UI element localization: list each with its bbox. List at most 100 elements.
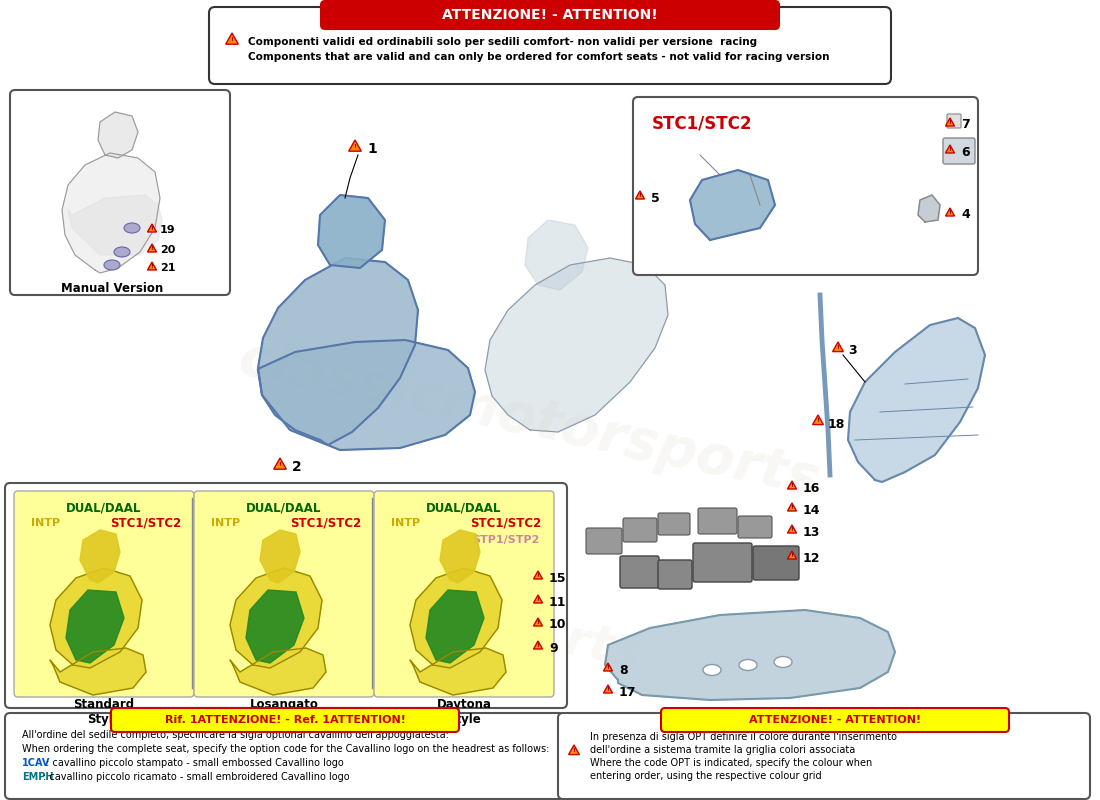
Polygon shape [230,648,326,695]
Text: ATTENZIONE! - ATTENTION!: ATTENZIONE! - ATTENTION! [442,8,658,22]
FancyBboxPatch shape [14,491,194,697]
Text: 11: 11 [549,595,566,609]
Text: !: ! [837,346,839,350]
Polygon shape [604,663,613,671]
Text: Losangato
Style: Losangato Style [250,698,318,726]
Text: classicmotorsports: classicmotorsports [234,332,826,508]
FancyBboxPatch shape [111,708,459,732]
Polygon shape [147,224,156,232]
Polygon shape [147,262,156,270]
Polygon shape [788,503,796,511]
Text: Daytona
Style: Daytona Style [437,698,492,726]
Text: !: ! [151,264,153,270]
Text: !: ! [537,620,539,626]
Text: 4: 4 [961,209,970,222]
Text: 1: 1 [367,142,376,156]
Polygon shape [534,641,542,649]
Text: ATTENZIONE! - ATTENTION!: ATTENZIONE! - ATTENTION! [749,715,921,725]
FancyBboxPatch shape [321,1,779,29]
Text: !: ! [639,194,641,198]
Polygon shape [66,590,124,663]
Text: 15: 15 [549,571,566,585]
FancyBboxPatch shape [620,556,659,588]
Text: !: ! [231,37,233,42]
FancyBboxPatch shape [194,491,374,697]
Text: INTP: INTP [32,518,60,528]
Text: STP1/STP2: STP1/STP2 [472,535,540,545]
Text: : cavallino piccolo ricamato - small embroidered Cavallino logo: : cavallino piccolo ricamato - small emb… [43,772,350,782]
Text: !: ! [606,687,609,692]
Text: 6: 6 [961,146,969,158]
Text: 21: 21 [160,263,176,273]
Text: !: ! [948,147,951,152]
Text: STC1/STC2: STC1/STC2 [471,517,541,530]
Polygon shape [80,530,120,583]
Text: !: ! [151,246,153,251]
Polygon shape [788,551,796,559]
Polygon shape [50,648,146,695]
Polygon shape [813,415,824,425]
Polygon shape [636,191,645,199]
Polygon shape [318,195,385,268]
Ellipse shape [114,247,130,257]
Text: DUAL/DAAL: DUAL/DAAL [427,502,502,514]
Text: In presenza di sigla OPT definire il colore durante l'inserimento: In presenza di sigla OPT definire il col… [590,732,896,742]
Ellipse shape [104,260,120,270]
Text: 18: 18 [828,418,846,430]
Polygon shape [569,745,580,754]
Text: INTP: INTP [392,518,420,528]
Text: When ordering the complete seat, specify the option code for the Cavallino logo : When ordering the complete seat, specify… [22,744,549,754]
Polygon shape [258,258,418,445]
Text: !: ! [948,210,951,215]
FancyBboxPatch shape [698,508,737,534]
Text: 1CAV: 1CAV [22,758,51,768]
Polygon shape [605,610,895,700]
Polygon shape [788,525,796,533]
Polygon shape [226,33,239,44]
Text: 20: 20 [160,245,175,255]
Text: !: ! [537,598,539,602]
Text: !: ! [573,748,575,754]
Polygon shape [534,571,542,579]
FancyBboxPatch shape [209,7,891,84]
Text: All'ordine del sedile completo, specificare la sigla optional cavallino dell'app: All'ordine del sedile completo, specific… [22,730,449,740]
Polygon shape [246,590,304,663]
Ellipse shape [703,665,720,675]
Polygon shape [62,153,160,273]
Polygon shape [946,118,955,126]
Polygon shape [918,195,940,222]
FancyBboxPatch shape [558,713,1090,799]
Text: 8: 8 [619,663,628,677]
FancyBboxPatch shape [693,543,752,582]
FancyBboxPatch shape [738,516,772,538]
Text: !: ! [537,574,539,578]
FancyBboxPatch shape [943,138,975,164]
FancyBboxPatch shape [586,528,622,554]
Polygon shape [426,590,484,663]
Text: DUAL/DAAL: DUAL/DAAL [66,502,142,514]
Text: EMPH: EMPH [22,772,54,782]
Polygon shape [410,568,502,668]
FancyBboxPatch shape [754,546,799,580]
Text: 9: 9 [549,642,558,654]
Text: !: ! [353,144,356,149]
Text: !: ! [791,554,793,558]
Text: Components that are valid and can only be ordered for comfort seats - not valid : Components that are valid and can only b… [248,52,829,62]
Polygon shape [258,340,475,450]
Text: 7: 7 [961,118,970,131]
Text: 10: 10 [549,618,566,631]
FancyBboxPatch shape [10,90,230,295]
Text: !: ! [948,120,951,126]
Polygon shape [534,595,542,603]
Text: !: ! [151,226,153,231]
Polygon shape [274,458,286,469]
Polygon shape [534,618,542,626]
Text: INTP: INTP [211,518,241,528]
Polygon shape [525,220,588,290]
FancyBboxPatch shape [947,114,961,128]
Text: !: ! [537,643,539,648]
Polygon shape [604,685,613,693]
Polygon shape [410,648,506,695]
Text: Rif. 1ATTENZIONE! - Ref. 1ATTENTION!: Rif. 1ATTENZIONE! - Ref. 1ATTENTION! [165,715,406,725]
Text: 17: 17 [619,686,637,698]
